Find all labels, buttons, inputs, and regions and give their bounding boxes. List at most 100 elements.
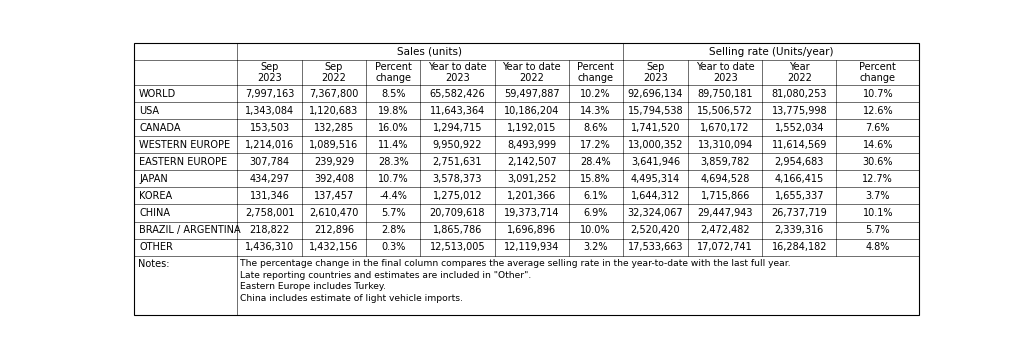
Text: 1,670,172: 1,670,172 [700, 123, 750, 133]
Text: 153,503: 153,503 [250, 123, 290, 133]
Text: BRAZIL / ARGENTINA: BRAZIL / ARGENTINA [139, 225, 241, 235]
Text: 19.8%: 19.8% [378, 106, 409, 116]
Text: 12.6%: 12.6% [862, 106, 893, 116]
Text: WORLD: WORLD [139, 88, 176, 99]
Text: 15.8%: 15.8% [581, 174, 611, 184]
Text: Percent
change: Percent change [578, 62, 614, 83]
Text: The percentage change in the final column compares the average selling rate in t: The percentage change in the final colum… [241, 259, 792, 268]
Text: China includes estimate of light vehicle imports.: China includes estimate of light vehicle… [241, 294, 463, 303]
Text: 12.7%: 12.7% [862, 174, 893, 184]
Text: 392,408: 392,408 [314, 174, 354, 184]
Text: 1,552,034: 1,552,034 [774, 123, 824, 133]
Text: 59,497,887: 59,497,887 [504, 88, 559, 99]
Text: 10.7%: 10.7% [378, 174, 409, 184]
Text: 212,896: 212,896 [314, 225, 354, 235]
Text: 14.6%: 14.6% [862, 140, 893, 150]
Text: 3.7%: 3.7% [865, 191, 890, 201]
Text: OTHER: OTHER [139, 242, 173, 252]
Text: 2,142,507: 2,142,507 [507, 157, 556, 167]
Text: 10.1%: 10.1% [862, 208, 893, 218]
Text: 92,696,134: 92,696,134 [628, 88, 683, 99]
Text: 8.6%: 8.6% [584, 123, 608, 133]
Text: 218,822: 218,822 [250, 225, 290, 235]
Text: 1,865,786: 1,865,786 [433, 225, 482, 235]
Text: Sep
2023: Sep 2023 [643, 62, 668, 83]
Text: 2.8%: 2.8% [381, 225, 406, 235]
Text: 132,285: 132,285 [314, 123, 354, 133]
Text: 89,750,181: 89,750,181 [697, 88, 753, 99]
Text: 29,447,943: 29,447,943 [697, 208, 753, 218]
Text: 81,080,253: 81,080,253 [771, 88, 827, 99]
Text: 10.7%: 10.7% [862, 88, 893, 99]
Text: 17.2%: 17.2% [581, 140, 611, 150]
Text: 7.6%: 7.6% [865, 123, 890, 133]
Text: 3,859,782: 3,859,782 [700, 157, 750, 167]
Text: 16,284,182: 16,284,182 [771, 242, 827, 252]
Text: 28.3%: 28.3% [378, 157, 409, 167]
Text: 5.7%: 5.7% [865, 225, 890, 235]
Text: 1,436,310: 1,436,310 [245, 242, 294, 252]
Text: 1,275,012: 1,275,012 [433, 191, 482, 201]
Text: 14.3%: 14.3% [581, 106, 611, 116]
Text: 2,758,001: 2,758,001 [245, 208, 294, 218]
Text: 7,367,800: 7,367,800 [309, 88, 358, 99]
Text: 0.3%: 0.3% [381, 242, 406, 252]
Text: 6.9%: 6.9% [584, 208, 608, 218]
Text: 1,089,516: 1,089,516 [309, 140, 358, 150]
Text: 32,324,067: 32,324,067 [628, 208, 683, 218]
Text: 13,310,094: 13,310,094 [697, 140, 753, 150]
Text: 1,741,520: 1,741,520 [631, 123, 680, 133]
Text: 307,784: 307,784 [250, 157, 290, 167]
Text: Selling rate (Units/year): Selling rate (Units/year) [709, 47, 834, 57]
Text: 11,643,364: 11,643,364 [430, 106, 485, 116]
Text: 131,346: 131,346 [250, 191, 290, 201]
Text: 15,794,538: 15,794,538 [628, 106, 683, 116]
Text: 4,694,528: 4,694,528 [700, 174, 750, 184]
Text: Sep
2022: Sep 2022 [322, 62, 346, 83]
Text: 1,214,016: 1,214,016 [245, 140, 294, 150]
Text: 1,655,337: 1,655,337 [774, 191, 824, 201]
Text: 137,457: 137,457 [314, 191, 354, 201]
Text: 239,929: 239,929 [314, 157, 354, 167]
Text: 26,737,719: 26,737,719 [771, 208, 827, 218]
Text: 434,297: 434,297 [250, 174, 290, 184]
Text: 20,709,618: 20,709,618 [430, 208, 485, 218]
Text: 5.7%: 5.7% [381, 208, 406, 218]
Text: 8,493,999: 8,493,999 [507, 140, 556, 150]
Text: -4.4%: -4.4% [380, 191, 408, 201]
Text: 1,432,156: 1,432,156 [309, 242, 358, 252]
Text: 4.8%: 4.8% [865, 242, 890, 252]
Text: 9,950,922: 9,950,922 [433, 140, 482, 150]
Text: Percent
change: Percent change [375, 62, 412, 83]
Text: JAPAN: JAPAN [139, 174, 168, 184]
Text: 1,201,366: 1,201,366 [507, 191, 556, 201]
Text: EASTERN EUROPE: EASTERN EUROPE [139, 157, 227, 167]
Text: 17,533,663: 17,533,663 [628, 242, 683, 252]
Text: 7,997,163: 7,997,163 [245, 88, 294, 99]
Text: 10.2%: 10.2% [581, 88, 611, 99]
Text: Year
2022: Year 2022 [786, 62, 812, 83]
Text: 3,578,373: 3,578,373 [433, 174, 482, 184]
Text: Year to date
2023: Year to date 2023 [428, 62, 486, 83]
Text: 2,520,420: 2,520,420 [631, 225, 680, 235]
Text: Percent
change: Percent change [859, 62, 896, 83]
Text: 12,119,934: 12,119,934 [504, 242, 559, 252]
Text: 2,954,683: 2,954,683 [774, 157, 824, 167]
Text: 16.0%: 16.0% [378, 123, 409, 133]
Text: 13,775,998: 13,775,998 [771, 106, 827, 116]
Text: CANADA: CANADA [139, 123, 180, 133]
Text: 6.1%: 6.1% [584, 191, 608, 201]
Text: Notes:: Notes: [138, 259, 170, 269]
Text: KOREA: KOREA [139, 191, 172, 201]
Text: 2,751,631: 2,751,631 [433, 157, 482, 167]
Text: 3.2%: 3.2% [584, 242, 608, 252]
Text: 4,166,415: 4,166,415 [775, 174, 824, 184]
Text: 30.6%: 30.6% [862, 157, 893, 167]
Text: 11,614,569: 11,614,569 [772, 140, 827, 150]
Text: 1,343,084: 1,343,084 [245, 106, 294, 116]
Text: Year to date
2023: Year to date 2023 [696, 62, 755, 83]
Text: Year to date
2022: Year to date 2022 [502, 62, 561, 83]
Text: Late reporting countries and estimates are included in "Other".: Late reporting countries and estimates a… [241, 271, 531, 280]
Text: 13,000,352: 13,000,352 [628, 140, 683, 150]
Text: 1,644,312: 1,644,312 [631, 191, 680, 201]
